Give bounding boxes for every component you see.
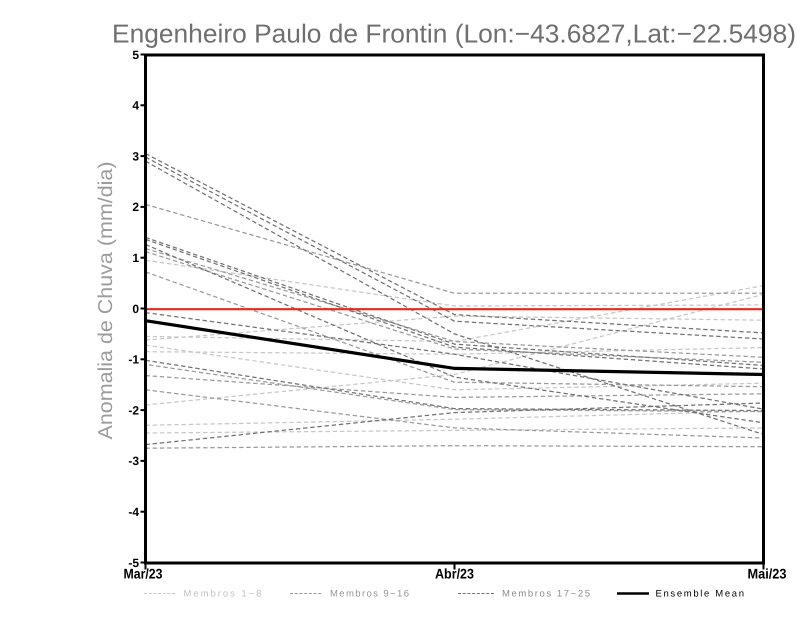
svg-text:Mai/23: Mai/23 bbox=[748, 566, 787, 582]
svg-text:-1: -1 bbox=[128, 353, 139, 367]
svg-text:Ensemble Mean: Ensemble Mean bbox=[656, 589, 745, 600]
svg-text:Membros 9−16: Membros 9−16 bbox=[330, 589, 409, 600]
svg-text:3: 3 bbox=[132, 149, 139, 163]
svg-text:Engenheiro Paulo de Frontin (L: Engenheiro Paulo de Frontin (Lon:−43.682… bbox=[112, 19, 796, 49]
svg-text:0: 0 bbox=[132, 302, 139, 316]
svg-text:Anomalia de Chuva (mm/dia): Anomalia de Chuva (mm/dia) bbox=[95, 162, 117, 440]
svg-text:-2: -2 bbox=[128, 403, 139, 417]
svg-text:1: 1 bbox=[132, 251, 139, 265]
svg-text:-5: -5 bbox=[128, 556, 139, 570]
svg-text:-4: -4 bbox=[128, 505, 139, 519]
svg-text:Abr/23: Abr/23 bbox=[435, 566, 474, 582]
svg-text:Mar/23: Mar/23 bbox=[124, 566, 163, 582]
svg-text:-3: -3 bbox=[128, 454, 139, 468]
svg-text:5: 5 bbox=[132, 48, 139, 62]
svg-text:Membros 1−8: Membros 1−8 bbox=[184, 589, 262, 600]
svg-text:2: 2 bbox=[132, 200, 139, 214]
svg-text:4: 4 bbox=[132, 99, 139, 113]
svg-text:Membros 17−25: Membros 17−25 bbox=[502, 589, 590, 600]
